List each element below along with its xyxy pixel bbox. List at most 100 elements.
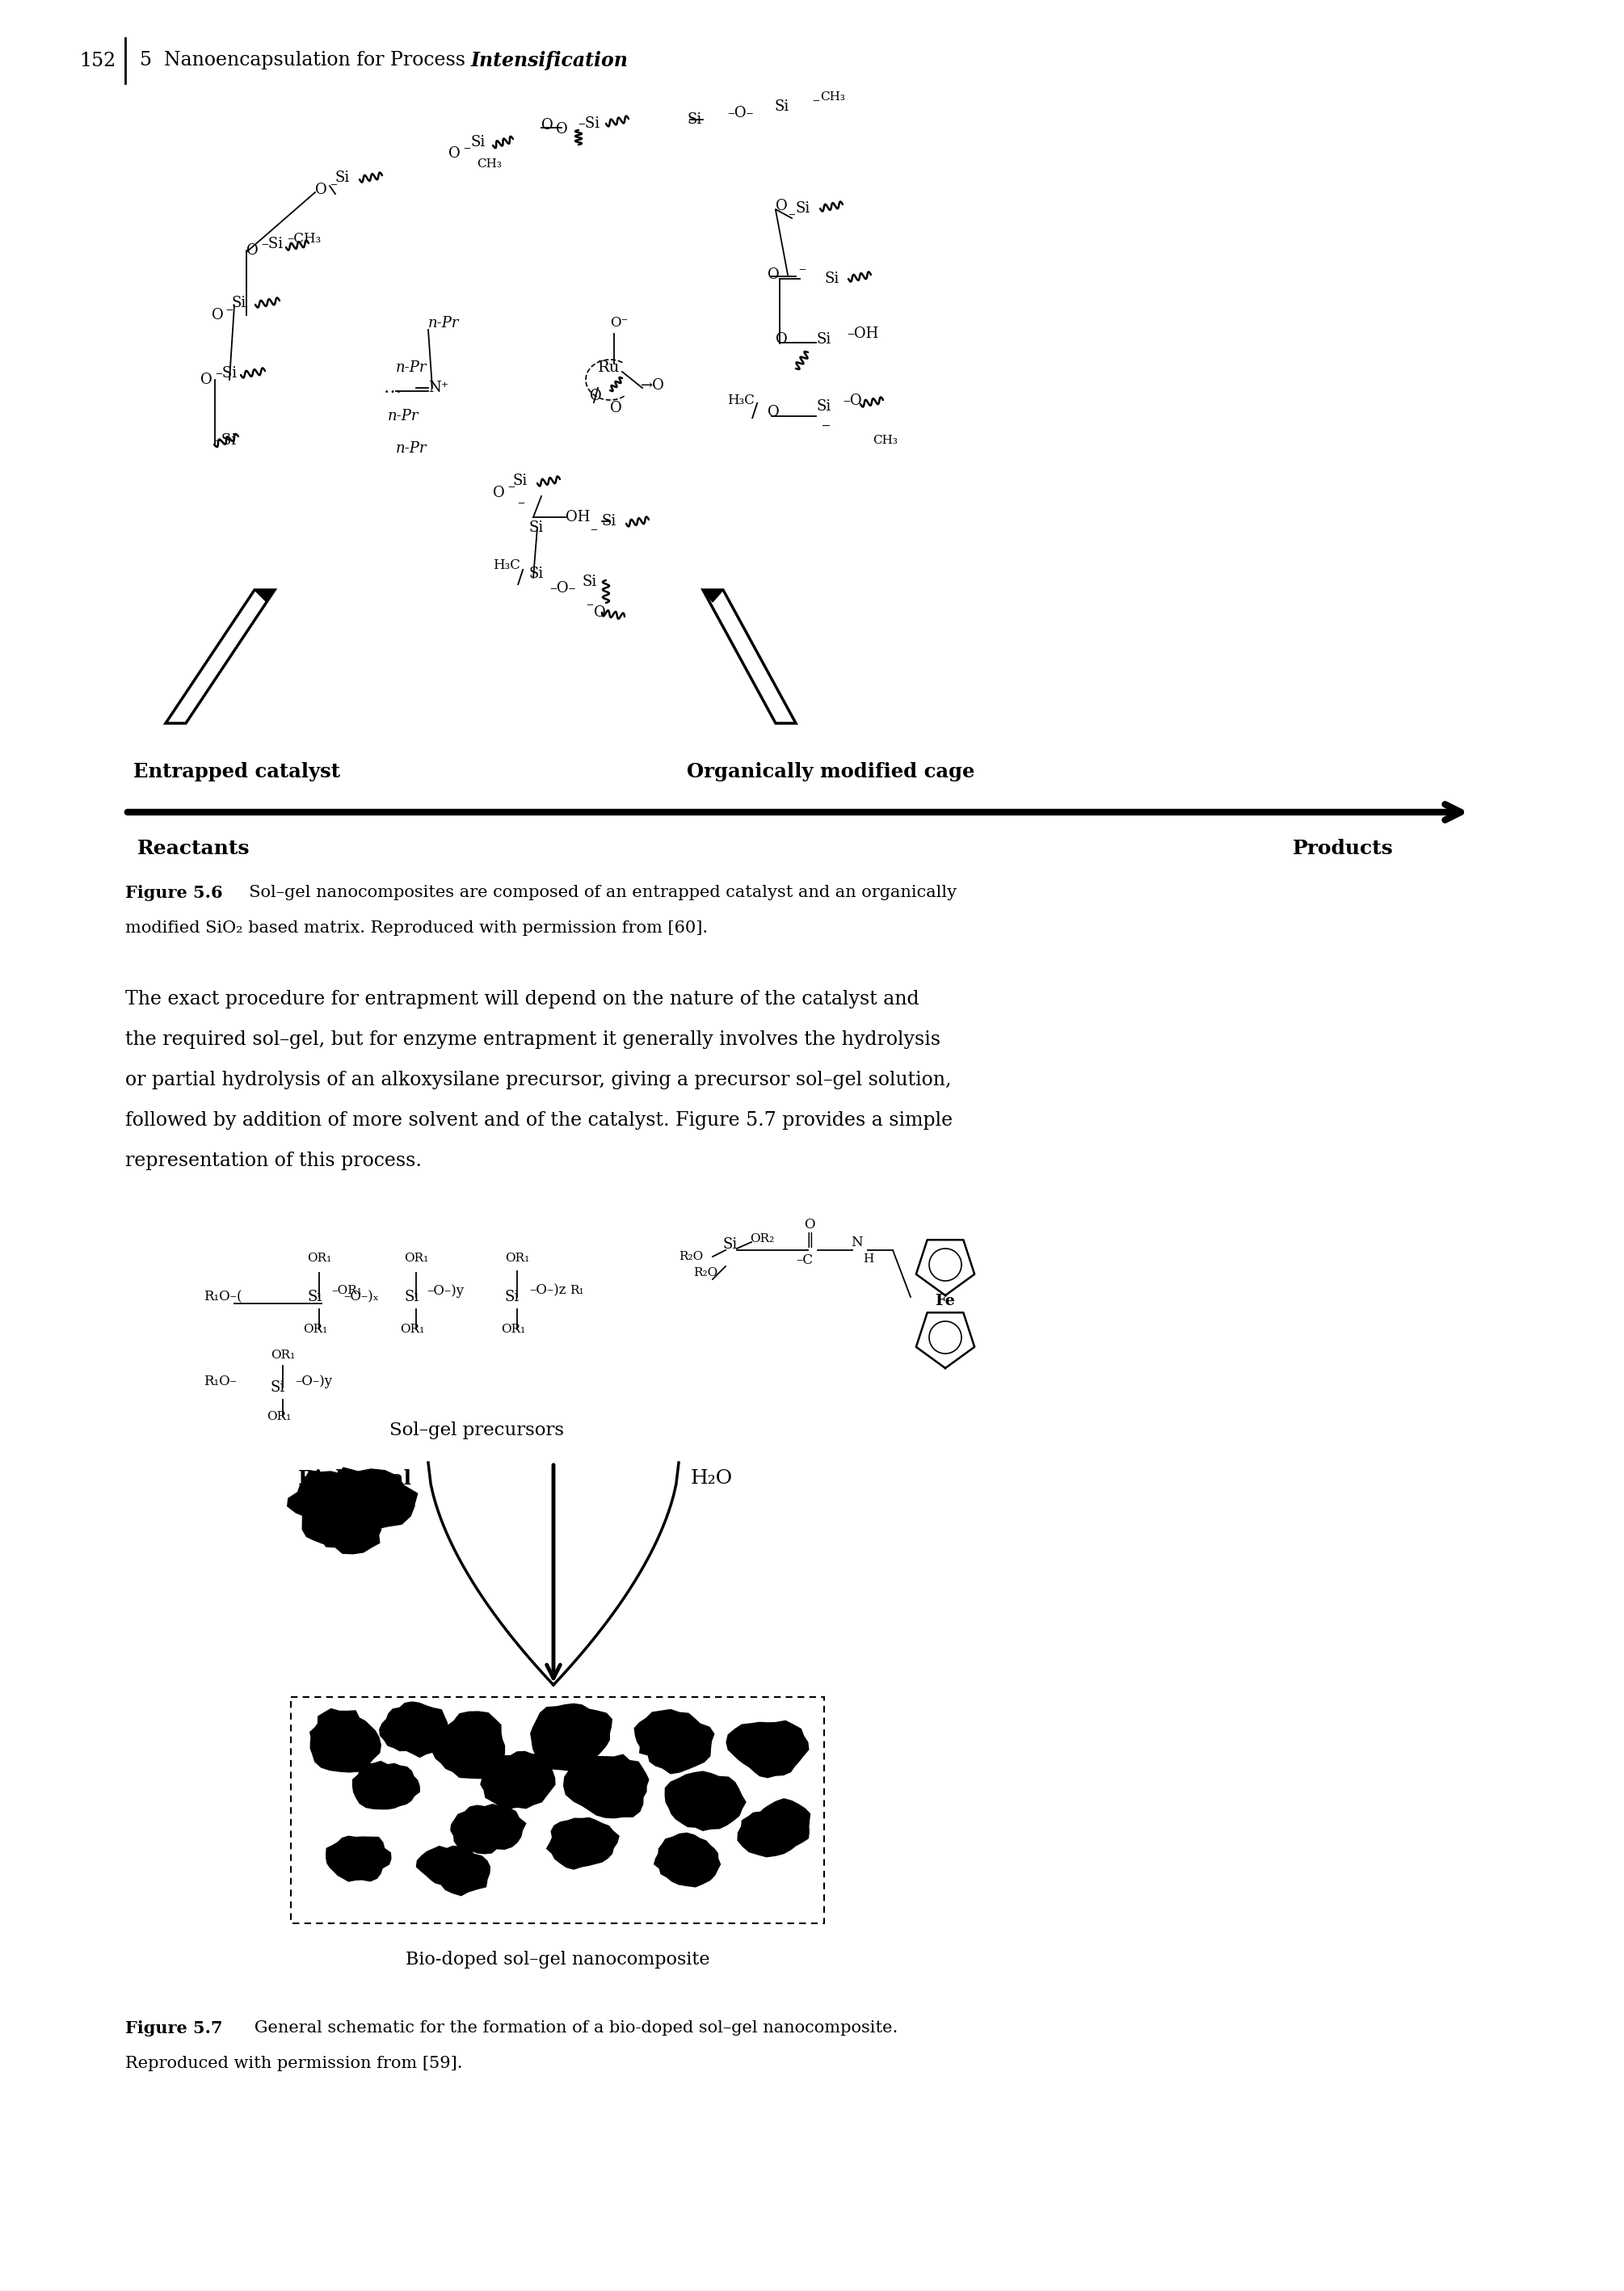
Text: –Si: –Si	[214, 433, 235, 447]
Polygon shape	[255, 589, 274, 603]
Text: N: N	[851, 1235, 862, 1249]
Text: –C: –C	[796, 1253, 812, 1267]
Text: –O: –O	[843, 394, 862, 408]
Text: followed by addition of more solvent and of the catalyst. Figure 5.7 provides a : followed by addition of more solvent and…	[125, 1111, 953, 1129]
Polygon shape	[297, 1471, 351, 1546]
Text: 152: 152	[80, 50, 115, 71]
Text: R₁O–: R₁O–	[203, 1375, 237, 1388]
Polygon shape	[737, 1798, 810, 1856]
Text: –O–: –O–	[549, 582, 575, 596]
Text: O: O	[541, 117, 554, 133]
Text: O: O	[247, 243, 258, 259]
Text: CH₃: CH₃	[872, 435, 898, 447]
Text: OR₁: OR₁	[271, 1349, 296, 1361]
Text: H: H	[862, 1253, 874, 1265]
Text: CH₃: CH₃	[820, 92, 844, 103]
Text: Si: Si	[796, 202, 810, 215]
Text: –: –	[799, 261, 806, 277]
Text: Si: Si	[505, 1290, 520, 1304]
Text: O: O	[211, 307, 224, 323]
Polygon shape	[531, 1705, 612, 1771]
Text: /: /	[516, 568, 525, 586]
Polygon shape	[451, 1805, 526, 1853]
Text: Si: Si	[823, 273, 840, 286]
Text: Si: Si	[603, 513, 617, 529]
Bar	[291, 1698, 823, 1924]
Text: Si: Si	[404, 1290, 419, 1304]
Text: Si: Si	[513, 474, 528, 488]
Text: H₃C: H₃C	[492, 559, 520, 573]
Text: Reproduced with permission from [59].: Reproduced with permission from [59].	[125, 2055, 463, 2071]
Text: –: –	[788, 206, 794, 222]
Text: O: O	[776, 332, 788, 346]
Text: Figure 5.7: Figure 5.7	[125, 2021, 222, 2037]
Text: Si: Si	[581, 575, 596, 589]
Text: Organically modified cage: Organically modified cage	[687, 763, 974, 781]
Text: …: …	[383, 378, 401, 396]
Text: the required sol–gel, but for enzyme entrapment it generally involves the hydrol: the required sol–gel, but for enzyme ent…	[125, 1031, 940, 1049]
Text: Sol–gel nanocomposites are composed of an entrapped catalyst and an organically: Sol–gel nanocomposites are composed of a…	[239, 884, 957, 900]
Text: –O–)y: –O–)y	[296, 1375, 333, 1388]
Text: O: O	[594, 605, 606, 621]
Text: –Si: –Si	[578, 117, 599, 131]
Text: modified SiO₂ based matrix. Reproduced with permission from [60].: modified SiO₂ based matrix. Reproduced w…	[125, 921, 708, 935]
Text: n-Pr: n-Pr	[388, 408, 419, 424]
Text: Si: Si	[687, 112, 702, 126]
Text: CH₃: CH₃	[477, 158, 502, 170]
Polygon shape	[310, 1709, 380, 1771]
Text: –: –	[586, 598, 593, 612]
Text: Ru: Ru	[598, 360, 620, 376]
Text: Si: Si	[723, 1237, 737, 1251]
Text: O: O	[590, 389, 603, 403]
Text: R₂O: R₂O	[679, 1251, 703, 1262]
Text: –O–)ₓ: –O–)ₓ	[343, 1290, 378, 1304]
Text: Products: Products	[1293, 839, 1393, 859]
Text: →O: →O	[641, 378, 664, 392]
Text: R₁O–(: R₁O–(	[203, 1290, 242, 1304]
Text: OR₁: OR₁	[404, 1253, 429, 1265]
Text: –CH₃: –CH₃	[287, 231, 322, 245]
Text: –Si: –Si	[214, 367, 237, 380]
Text: representation of this process.: representation of this process.	[125, 1152, 422, 1171]
Text: Si: Si	[529, 520, 544, 536]
Polygon shape	[416, 1847, 490, 1895]
Text: O⁻: O⁻	[611, 316, 628, 330]
Polygon shape	[326, 1835, 391, 1881]
Text: O: O	[768, 406, 780, 419]
Text: –: –	[507, 479, 515, 495]
Text: –Si: –Si	[261, 236, 283, 252]
Polygon shape	[564, 1755, 648, 1819]
Text: –: –	[463, 140, 469, 156]
Polygon shape	[326, 1469, 417, 1533]
Text: –O–: –O–	[728, 105, 754, 121]
Text: Reactants: Reactants	[138, 839, 250, 859]
Text: Si: Si	[815, 332, 831, 346]
Text: O: O	[776, 199, 788, 213]
Polygon shape	[703, 589, 723, 603]
Text: –: –	[590, 522, 598, 536]
Polygon shape	[666, 1771, 745, 1831]
Text: O: O	[448, 147, 460, 160]
Text: OR₁: OR₁	[500, 1324, 526, 1336]
Text: Si: Si	[471, 135, 486, 149]
Text: n-Pr: n-Pr	[396, 442, 427, 456]
Text: –: –	[516, 495, 525, 511]
Text: /: /	[752, 403, 758, 422]
Polygon shape	[305, 1507, 382, 1553]
Text: Si: Si	[775, 99, 789, 115]
Text: Biological: Biological	[299, 1469, 412, 1489]
Text: Figure 5.6: Figure 5.6	[125, 884, 222, 900]
Text: –OH: –OH	[846, 328, 879, 341]
Text: O: O	[492, 486, 505, 499]
Polygon shape	[352, 1762, 419, 1810]
Text: ‖: ‖	[807, 1233, 814, 1249]
Text: The exact procedure for entrapment will depend on the nature of the catalyst and: The exact procedure for entrapment will …	[125, 990, 919, 1008]
Text: –O–)y: –O–)y	[427, 1283, 464, 1297]
Text: Si: Si	[231, 296, 245, 309]
Text: –: –	[226, 302, 232, 316]
Text: Bio-doped sol–gel nanocomposite: Bio-doped sol–gel nanocomposite	[406, 1950, 710, 1968]
Text: OR₁: OR₁	[307, 1253, 331, 1265]
Text: O: O	[768, 268, 780, 282]
Text: –: –	[330, 176, 336, 192]
Text: O: O	[804, 1217, 815, 1230]
